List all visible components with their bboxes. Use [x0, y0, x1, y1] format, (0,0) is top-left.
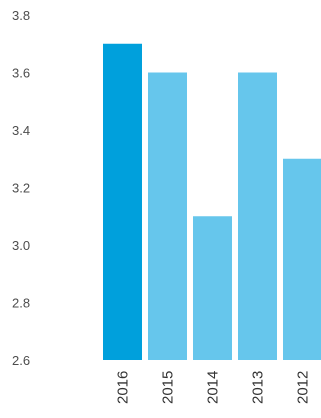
y-tick-label: 3.0 [12, 238, 30, 253]
x-axis: 2016 2015 2014 2013 2012 [115, 371, 312, 404]
y-tick-label: 3.2 [12, 181, 30, 196]
x-tick-label: 2013 [250, 371, 267, 404]
bar-2013 [238, 72, 277, 360]
bar-2012 [283, 158, 321, 360]
bar-2014 [193, 216, 232, 360]
x-tick-label: 2012 [295, 371, 312, 404]
x-tick-label: 2015 [160, 371, 177, 404]
y-tick-label: 3.8 [12, 8, 30, 23]
y-tick-label: 2.8 [12, 296, 30, 311]
x-tick-label: 2016 [115, 371, 132, 404]
y-tick-label: 3.4 [12, 123, 30, 138]
y-tick-label: 2.6 [12, 353, 30, 368]
bars [103, 43, 321, 360]
y-axis: 2.6 2.8 3.0 3.2 3.4 3.6 3.8 [12, 8, 30, 368]
y-tick-label: 3.6 [12, 66, 30, 81]
bar-2015 [148, 72, 187, 360]
x-tick-label: 2014 [205, 371, 222, 404]
bar-2016 [103, 43, 142, 360]
